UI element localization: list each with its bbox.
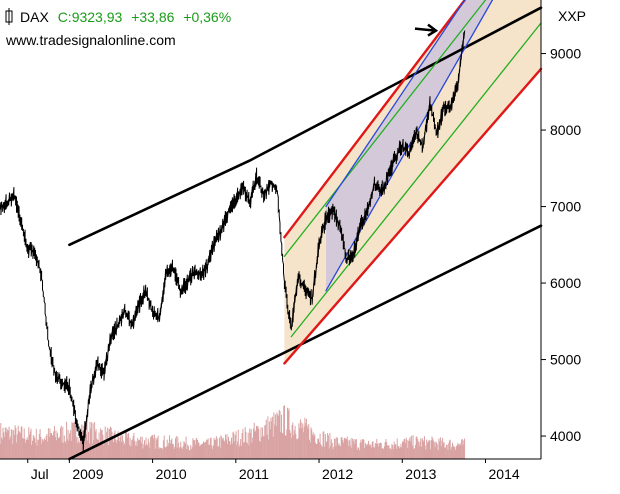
trendline-black-0 [68,6,543,247]
close-value: C:9323,93 [58,9,123,25]
x-tick-label: 2014 [489,466,520,482]
trendline-blue-7 [325,0,494,292]
trendline-blue-6 [325,0,466,208]
trendline-red-2 [283,0,466,239]
svg-text:DAX C:9323,93: DAX C:9323,93 +33,86 +0,36% [20,9,231,25]
y-tick-label: 5000 [550,352,581,368]
y-tick-label: 6000 [550,275,581,291]
arrow-annotation [414,23,439,37]
x-tick-label: Jul [31,466,49,482]
x-tick-label: 2010 [156,466,187,482]
website-label: www.tradesignalonline.com [5,32,176,48]
x-tick-label: 2009 [72,466,103,482]
trendline-green-4 [283,0,487,257]
x-tick-label: 2011 [239,466,269,482]
change-value: +33,86 [131,9,174,25]
exchange-label: XXP [558,8,586,24]
y-tick-label: 8000 [550,122,581,138]
x-tick-label: 2012 [322,466,353,482]
y-tick-label: 9000 [550,46,581,62]
y-tick-label: 7000 [550,199,581,215]
x-tick-label: 2013 [405,466,436,482]
channel-fill [284,0,541,364]
change-percent: +0,36% [183,9,231,25]
y-tick-label: 4000 [550,428,581,444]
trendline-black-1 [68,224,543,461]
trendline-green-5 [290,22,542,338]
trendline-red-3 [283,67,543,365]
price-series [0,30,466,452]
symbol-label: DAX [20,9,49,25]
